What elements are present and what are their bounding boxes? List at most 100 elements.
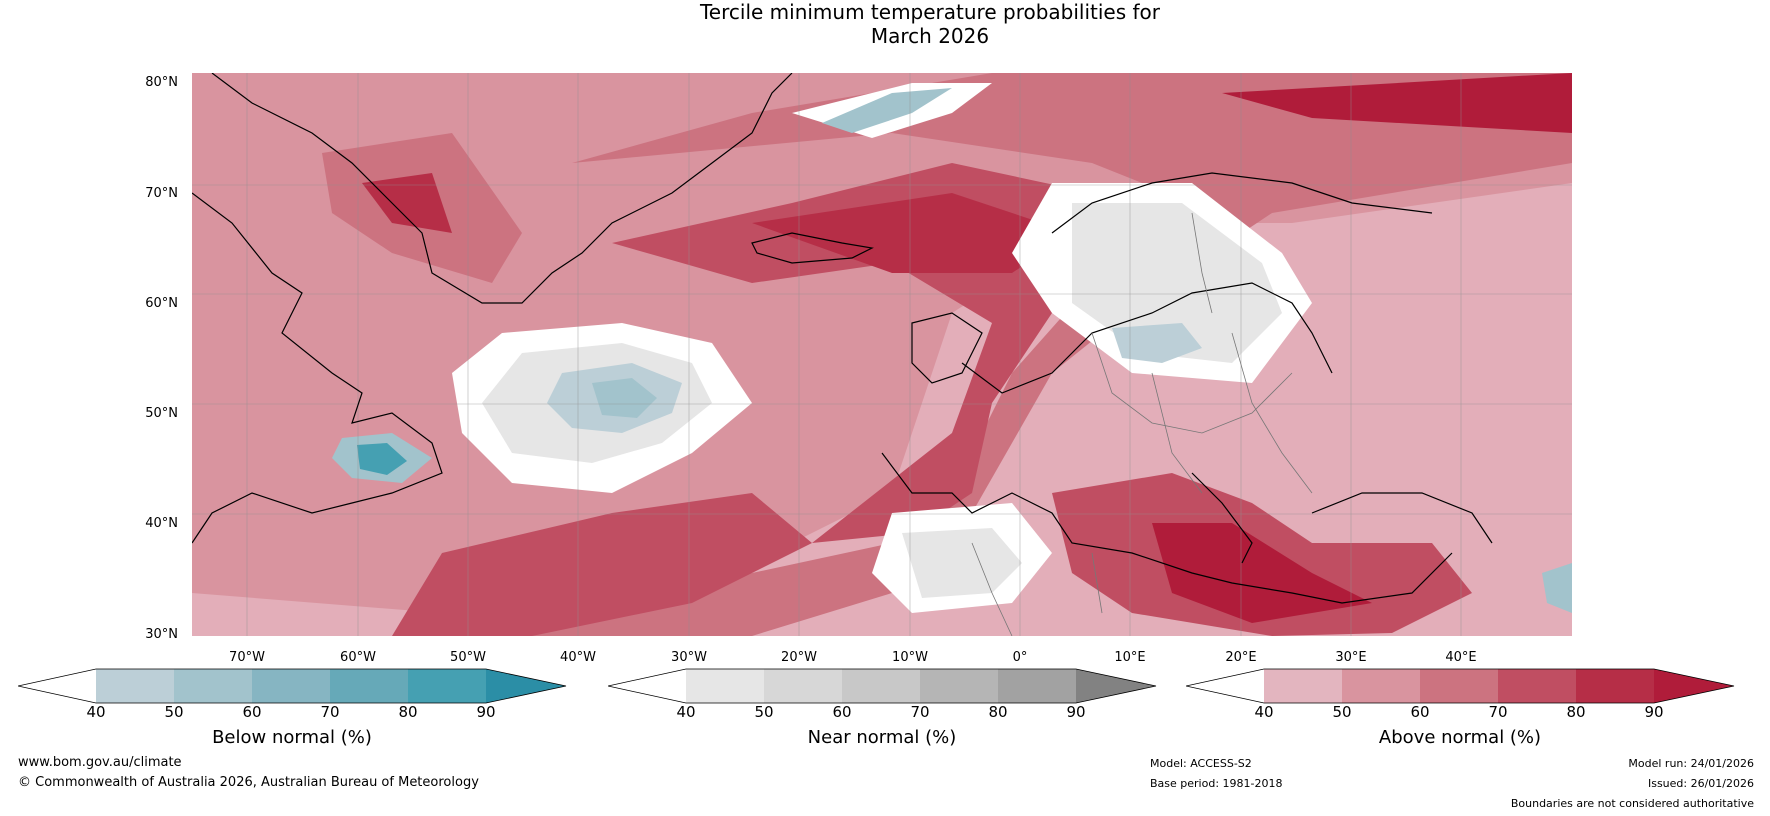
- cbar-below-high-triangle: [486, 669, 566, 703]
- lon-label-30w: 30°W: [671, 650, 707, 665]
- cbar-below-tick-60: 60: [242, 703, 262, 721]
- footer-disclaimer: Boundaries are not considered authoritat…: [1510, 797, 1754, 810]
- above-70-atlantic-south: [392, 493, 812, 636]
- cbar-near-tick-60: 60: [832, 703, 852, 721]
- cbar-above-high-triangle: [1654, 669, 1734, 703]
- iceland-coast: [751, 232, 874, 264]
- british-isles-coast: [911, 312, 983, 384]
- colorbar-near-normal: [608, 668, 1157, 704]
- cbar-above-tick-50: 50: [1332, 703, 1352, 721]
- cbar-below-tick-40: 40: [86, 703, 106, 721]
- cbar-near-seg-40-50: [686, 669, 764, 703]
- lat-label-60n: 60°N: [145, 296, 178, 311]
- cbar-near-seg-80-90: [998, 669, 1076, 703]
- footer-model-run: Model run: 24/01/2026: [1628, 757, 1754, 770]
- cbar-near-seg-60-70: [842, 669, 920, 703]
- cbar-above-tick-80: 80: [1566, 703, 1586, 721]
- map-svg: [192, 73, 1572, 636]
- title-line-1: Tercile minimum temperature probabilitie…: [699, 0, 1161, 24]
- near-normal-40-europe: [1072, 203, 1282, 363]
- cbar-below-seg-60-70: [252, 669, 330, 703]
- cbar-above-tick-90: 90: [1644, 703, 1664, 721]
- cbar-below-tick-70: 70: [320, 703, 340, 721]
- italy-coast: [1191, 472, 1253, 564]
- cbar-below-tick-50: 50: [164, 703, 184, 721]
- lat-label-30n: 30°N: [145, 627, 178, 642]
- cbar-below-outline: [18, 668, 567, 704]
- north-america-coast: [192, 192, 443, 544]
- cbar-near-seg-70-80: [920, 669, 998, 703]
- cbar-above-tick-70: 70: [1488, 703, 1508, 721]
- greenland-coast: [211, 73, 793, 304]
- cbar-above-outline: [1186, 668, 1735, 704]
- lon-label-60w: 60°W: [340, 650, 376, 665]
- country-borders: [971, 212, 1313, 636]
- lat-label-80n: 80°N: [145, 75, 178, 90]
- black-sea-coast: [1311, 492, 1493, 544]
- cbar-below-seg-40-50: [96, 669, 174, 703]
- lon-label-20e: 20°E: [1225, 650, 1257, 665]
- lon-label-30e: 30°E: [1335, 650, 1367, 665]
- cbar-above-tick-40: 40: [1254, 703, 1274, 721]
- below-60-atlantic: [592, 378, 657, 418]
- cbar-below-seg-50-60: [174, 669, 252, 703]
- footer-website: www.bom.gov.au/climate: [18, 755, 182, 770]
- cbar-near-label: Near normal (%): [807, 727, 957, 748]
- footer-copyright: © Commonwealth of Australia 2026, Austra…: [18, 775, 479, 790]
- cbar-near-tick-50: 50: [754, 703, 774, 721]
- cbar-near-tick-90: 90: [1066, 703, 1086, 721]
- colorbar-above-normal: [1186, 668, 1735, 704]
- footer-model: Model: ACCESS-S2: [1150, 757, 1252, 770]
- coastlines: [192, 73, 1493, 604]
- above-80-ocean: [752, 193, 1072, 273]
- lon-label-20w: 20°W: [781, 650, 817, 665]
- cbar-near-outline: [608, 668, 1157, 704]
- cbar-above-tick-60: 60: [1410, 703, 1430, 721]
- cbar-near-low-triangle: [608, 669, 686, 703]
- footer-issued: Issued: 26/01/2026: [1647, 777, 1754, 790]
- cbar-near-seg-50-60: [764, 669, 842, 703]
- cbar-below-label: Below normal (%): [212, 727, 372, 748]
- colorbar-below-normal: [18, 668, 567, 704]
- title-line-2: March 2026: [870, 24, 990, 48]
- cbar-above-seg-60-70: [1420, 669, 1498, 703]
- lon-label-70w: 70°W: [229, 650, 265, 665]
- lat-label-50n: 50°N: [145, 406, 178, 421]
- below-60-middle-east: [1542, 563, 1572, 613]
- lon-label-10w: 10°W: [892, 650, 928, 665]
- lon-label-10e: 10°E: [1114, 650, 1146, 665]
- cbar-below-tick-80: 80: [398, 703, 418, 721]
- cbar-above-seg-80-90: [1576, 669, 1654, 703]
- lon-label-0: 0°: [1012, 650, 1028, 665]
- cbar-below-low-triangle: [18, 669, 96, 703]
- lon-label-40w: 40°W: [560, 650, 596, 665]
- lat-label-40n: 40°N: [145, 516, 178, 531]
- graticule: [192, 73, 1572, 636]
- europe-north-coast: [961, 282, 1333, 394]
- cbar-above-seg-70-80: [1498, 669, 1576, 703]
- cbar-near-tick-80: 80: [988, 703, 1008, 721]
- probability-map: [192, 73, 1572, 636]
- above-60-region: [412, 73, 1572, 636]
- above-90-arctic: [1222, 73, 1572, 133]
- scandinavia-coast: [1051, 172, 1433, 234]
- cbar-above-seg-50-60: [1342, 669, 1420, 703]
- lon-label-50w: 50°W: [450, 650, 486, 665]
- below-50-europe: [1112, 323, 1202, 363]
- cbar-near-tick-40: 40: [676, 703, 696, 721]
- above-80-greenland: [362, 173, 452, 233]
- below-60-arctic: [822, 88, 952, 133]
- cbar-above-low-triangle: [1186, 669, 1264, 703]
- cbar-near-tick-70: 70: [910, 703, 930, 721]
- mediterranean-coast: [881, 452, 1453, 604]
- lon-label-40e: 40°E: [1445, 650, 1477, 665]
- footer-base-period: Base period: 1981-2018: [1150, 777, 1283, 790]
- cbar-near-high-triangle: [1076, 669, 1156, 703]
- below-80-nw-atlantic: [357, 443, 407, 475]
- cbar-below-tick-90: 90: [476, 703, 496, 721]
- lat-label-70n: 70°N: [145, 186, 178, 201]
- cbar-below-seg-70-80: [330, 669, 408, 703]
- map-title: Tercile minimum temperature probabilitie…: [0, 0, 1770, 48]
- cbar-above-label: Above normal (%): [1378, 727, 1542, 748]
- cbar-above-seg-40-50: [1264, 669, 1342, 703]
